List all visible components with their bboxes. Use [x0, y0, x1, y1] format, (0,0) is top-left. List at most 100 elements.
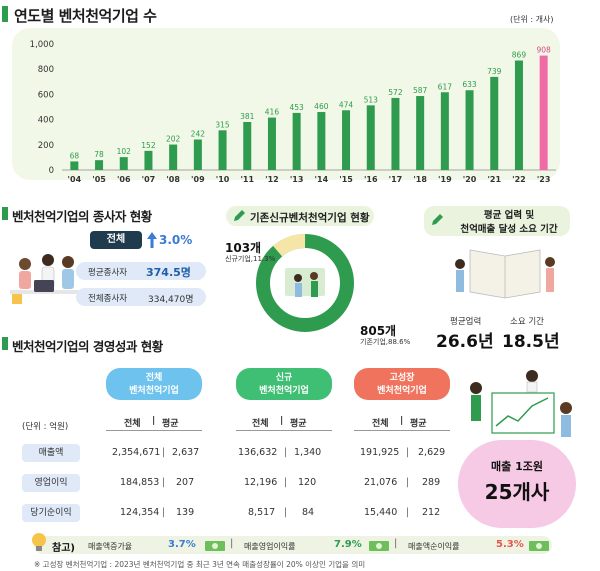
workers-illustration	[10, 254, 86, 304]
header-rule	[354, 430, 450, 431]
pencil-icon	[432, 214, 443, 225]
ref-value: 7.9%	[334, 539, 362, 550]
group-new-line1: 신규	[275, 373, 293, 383]
avg-label: 평균종사자	[88, 268, 128, 278]
data-label: 152	[141, 141, 156, 150]
growth-illustration	[470, 370, 572, 437]
period-title-2: 천억매출 달성 소요 기간	[460, 224, 558, 235]
row-value: 2,354,671	[112, 447, 161, 458]
x-tick-label: '22	[512, 175, 526, 184]
all-value: 334,470명	[148, 295, 194, 305]
y-tick-label: 600	[38, 90, 54, 100]
existing-label: 기존기업,88.6%	[360, 338, 411, 346]
bar	[391, 97, 400, 170]
cell-sep: |	[406, 477, 410, 488]
bar	[317, 112, 326, 170]
y-tick-label: 200	[38, 141, 54, 151]
footnote: ※ 고성장 벤처천억기업 : 2023년 벤처천억기업 중 최근 3년 연속 매…	[34, 560, 366, 569]
x-tick-label: '06	[117, 175, 131, 184]
age-value: 26.6년	[436, 332, 494, 352]
reference-label: 참고)	[52, 543, 75, 554]
cell-sep: |	[162, 507, 166, 518]
bar	[95, 160, 104, 170]
bar	[490, 76, 499, 170]
data-label: 869	[512, 51, 527, 60]
x-tick-label: '12	[265, 175, 279, 184]
x-tick-label: '21	[487, 175, 501, 184]
ref-name: 매출액순이익률	[408, 542, 460, 551]
data-label: 242	[191, 130, 206, 139]
revenue-badge	[458, 440, 576, 528]
data-label: 513	[364, 95, 379, 104]
data-label: 474	[339, 100, 354, 109]
row-value: 124,354	[120, 507, 160, 518]
data-label: 617	[438, 82, 453, 91]
group-all-line1: 전체	[145, 373, 163, 383]
bar	[243, 121, 252, 170]
period-title-pill	[424, 206, 570, 236]
lightbulb-icon	[32, 533, 46, 551]
donut-title-pill	[226, 206, 374, 226]
data-label: 908	[536, 46, 551, 55]
data-label: 381	[240, 112, 255, 121]
x-tick-label: '17	[389, 175, 403, 184]
title-accent	[2, 6, 8, 22]
data-label: 460	[314, 102, 329, 111]
perf-unit: (단위 : 억원)	[22, 422, 69, 432]
group-new-pill: 신규 벤처천억기업	[236, 368, 332, 400]
cell-sep: |	[406, 447, 410, 458]
data-label: 572	[388, 88, 403, 97]
data-label: 68	[70, 151, 80, 160]
bar	[366, 105, 375, 170]
x-tick-label: '11	[240, 175, 254, 184]
row-value: 2,629	[418, 447, 446, 458]
x-tick-label: '10	[216, 175, 230, 184]
cell-sep: |	[162, 477, 166, 488]
x-tick-label: '09	[191, 175, 205, 184]
cell-sep: |	[162, 447, 166, 458]
y-tick-label: 400	[38, 116, 54, 126]
bar	[70, 161, 79, 170]
cell-sep: |	[284, 477, 288, 488]
data-label: 453	[289, 103, 304, 112]
money-icon	[205, 541, 225, 551]
row-value: 139	[176, 507, 195, 518]
row-label: 매출액	[22, 444, 80, 462]
col-header: 전체	[124, 419, 141, 429]
badge-line1: 매출 1조원	[491, 460, 543, 473]
bar	[218, 130, 227, 170]
row-label: 영업이익	[22, 474, 80, 492]
bar	[292, 112, 301, 170]
section-accent	[2, 337, 8, 350]
section-accent	[2, 207, 8, 220]
y-tick-label: 0	[49, 166, 54, 176]
data-label: 633	[462, 80, 477, 89]
col-sep: |	[400, 416, 404, 426]
col-header: 평균	[410, 419, 427, 429]
data-label: 416	[265, 108, 280, 117]
cell-sep: |	[284, 507, 288, 518]
y-tick-label: 1,000	[30, 40, 54, 50]
group-high-line2: 벤처천억기업	[377, 386, 427, 396]
group-high-pill: 고성장 벤처천억기업	[354, 368, 450, 400]
header-rule	[106, 430, 202, 431]
total-label: 전체	[90, 231, 142, 249]
col-header: 전체	[372, 419, 389, 429]
x-tick-label: '20	[463, 175, 477, 184]
col-header: 평균	[162, 419, 179, 429]
bar	[465, 90, 474, 170]
employees-title: 벤처천억기업의 종사자 현황	[12, 209, 152, 224]
bar	[119, 157, 128, 170]
row-value: 21,076	[364, 477, 398, 488]
cell-sep: |	[406, 507, 410, 518]
y-tick-label: 800	[38, 65, 54, 75]
ref-divider: |	[230, 538, 234, 549]
bar	[539, 55, 548, 171]
money-icon	[529, 541, 549, 551]
donut-title: 기존신규벤처천억기업 현황	[250, 212, 370, 224]
all-row	[76, 288, 206, 306]
donut-chart	[256, 234, 354, 332]
row-value: 15,440	[364, 507, 398, 518]
row-value: 184,853	[120, 477, 160, 488]
x-tick-label: '14	[315, 175, 329, 184]
